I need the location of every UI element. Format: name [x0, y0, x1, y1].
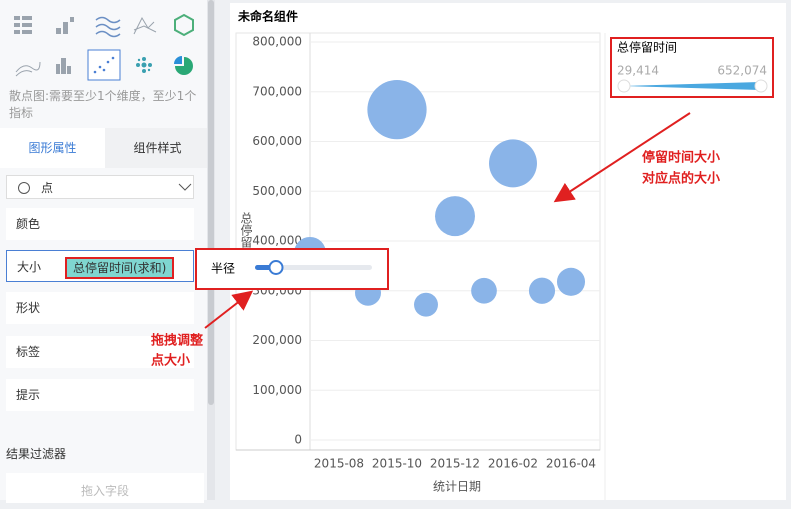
icon: [136, 57, 152, 73]
x-tick-label: 2016-04: [546, 457, 596, 471]
dropdown-icons: [18, 182, 192, 194]
bubble: [528, 277, 556, 304]
hint: 散点图:需要至少1个维度，至少1个指标: [9, 89, 197, 120]
y-tick-label: 0: [294, 433, 302, 447]
radius-track: [255, 265, 372, 270]
icon: [56, 58, 71, 74]
y-tick-label: 400,000: [252, 234, 302, 248]
annotation: 点大小: [151, 353, 190, 369]
bubble: [556, 267, 586, 296]
property-label: 大小: [17, 260, 42, 274]
scrollbar-thumb[interactable]: [208, 0, 214, 405]
y-tick-label: 200,000: [252, 333, 302, 347]
bubble: [489, 139, 537, 188]
legend-handle[interactable]: [617, 79, 631, 93]
icon: [174, 13, 194, 37]
annotation: 对应点的大小: [642, 171, 720, 187]
property[interactable]: 颜色: [6, 208, 194, 240]
property[interactable]: 提示: [6, 379, 194, 411]
x-tick-label: 2015-10: [372, 457, 422, 471]
filter-drop[interactable]: 拖入字段: [6, 473, 204, 503]
x-axis-title: 统计日期: [433, 480, 481, 494]
filter-title: 结果过滤器: [6, 447, 67, 461]
icon: [15, 61, 41, 77]
mark-type-dropdown[interactable]: 点: [6, 175, 194, 199]
annotation: 停留时间大小: [642, 150, 720, 166]
size-legend-title: 总停留时间: [617, 40, 677, 55]
tab[interactable]: 图形属性: [0, 128, 105, 168]
x-tick-label: 2015-12: [430, 457, 480, 471]
arrow: [553, 112, 691, 203]
y-tick-label: 700,000: [252, 84, 302, 98]
bubble: [471, 277, 497, 304]
x-tick-label: 2015-08: [314, 457, 364, 471]
chart-title: 未命名组件: [237, 9, 298, 24]
y-tick-label: 100,000: [252, 383, 302, 397]
size-field[interactable]: 总停留时间(求和): [65, 257, 175, 279]
annotation: 拖拽调整: [151, 333, 204, 349]
x-tick-label: 2016-02: [488, 457, 538, 471]
icon: [95, 16, 121, 38]
property[interactable]: 形状: [6, 292, 194, 324]
sidebar: 散点图:需要至少1个维度，至少1个指标 图形属性 组件样式 点 颜色 大小 总停…: [0, 0, 210, 503]
arrow: [204, 290, 254, 329]
tab[interactable]: 组件样式: [105, 128, 210, 168]
legend-handle[interactable]: [754, 79, 768, 93]
mark-type: 点: [41, 181, 54, 195]
y-tick-label: 500,000: [252, 184, 302, 198]
size-legend-max: 652,074: [717, 64, 767, 78]
icon: [133, 16, 157, 35]
radius-handle[interactable]: [268, 260, 284, 275]
y-tick-label: 800,000: [252, 35, 302, 49]
bubble: [414, 292, 438, 317]
bubble: [435, 196, 475, 237]
icon: [175, 57, 193, 75]
property[interactable]: 标签: [6, 336, 194, 368]
property[interactable]: 大小 总停留时间(求和): [6, 250, 194, 282]
y-tick-label: 600,000: [252, 134, 302, 148]
icon: [174, 56, 182, 64]
size-legend-min: 29,414: [617, 64, 659, 78]
icon: [14, 16, 32, 34]
size-legend-bar: [622, 82, 760, 90]
icon: [93, 56, 115, 74]
icon: [56, 17, 74, 34]
icon-selected[interactable]: [87, 49, 121, 81]
chart-type-icons: [14, 13, 194, 81]
bubble: [367, 80, 427, 140]
radius-label: 半径: [211, 262, 235, 276]
